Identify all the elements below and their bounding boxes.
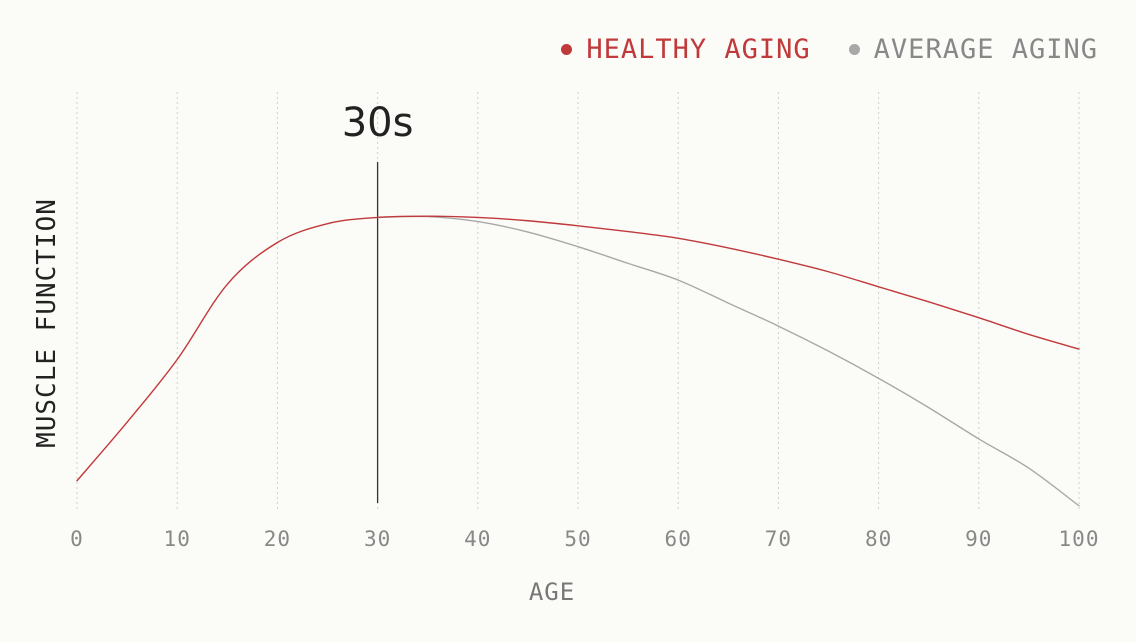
legend-dot-average	[848, 44, 860, 55]
vertical-grid	[76, 92, 1080, 510]
x-tick-label-10: 10	[164, 527, 191, 551]
x-tick-label-0: 0	[70, 527, 84, 551]
legend-item-average: AVERAGE AGING	[848, 34, 1098, 65]
x-tick-label-20: 20	[264, 527, 291, 551]
x-tick-label-90: 90	[965, 527, 992, 551]
x-tick-label-30: 30	[364, 527, 391, 551]
y-axis-label: MUSCLE FUNCTION	[32, 198, 62, 448]
annotations: 30s	[342, 100, 414, 503]
x-tick-label-40: 40	[464, 527, 491, 551]
annotation-label: 30s	[342, 100, 414, 146]
x-tick-label-60: 60	[665, 527, 692, 551]
x-tick-label-50: 50	[564, 527, 591, 551]
series-lines	[76, 215, 1080, 507]
x-tick-label-100: 100	[1059, 527, 1100, 551]
x-tick-label-80: 80	[865, 527, 892, 551]
series-line-average	[376, 215, 1080, 507]
series-line-healthy	[76, 215, 1080, 482]
x-tick-labels: 0 10 20 30 40 50 60 70 80 90 100	[70, 527, 1100, 551]
legend-label-healthy: HEALTHY AGING	[586, 34, 811, 65]
x-tick-label-70: 70	[765, 527, 792, 551]
legend-dot-healthy	[561, 44, 573, 55]
legend: HEALTHY AGING AVERAGE AGING	[561, 34, 1098, 65]
x-axis-label: AGE	[528, 578, 576, 606]
legend-item-healthy: HEALTHY AGING	[561, 34, 810, 65]
legend-label-average: AVERAGE AGING	[873, 34, 1098, 65]
